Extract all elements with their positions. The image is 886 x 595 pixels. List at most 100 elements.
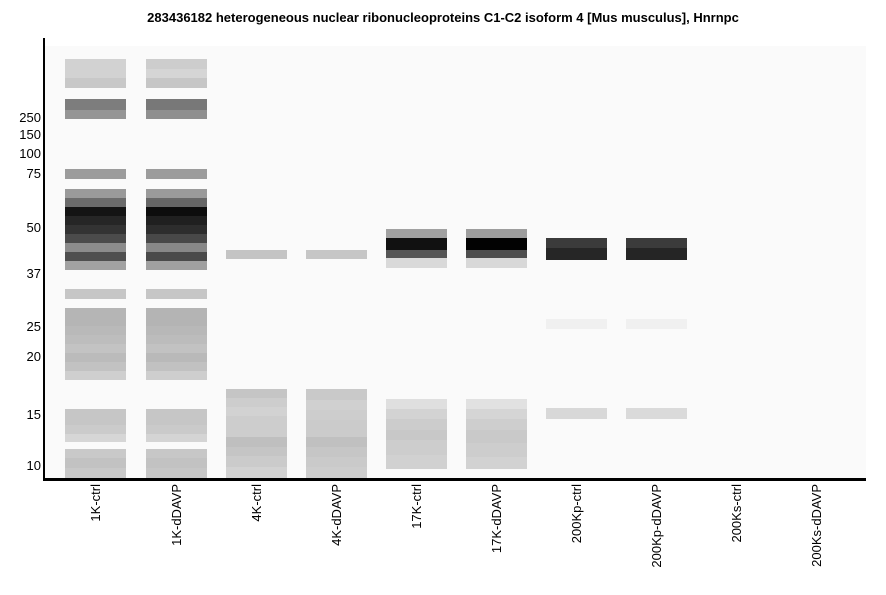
x-tick-label: 1K-dDAVP (168, 484, 184, 546)
gel-band (65, 252, 126, 261)
gel-band (146, 207, 207, 216)
gel-band (386, 409, 447, 419)
gel-band (386, 238, 447, 250)
y-tick-label: 10 (26, 458, 41, 473)
gel-band (65, 362, 126, 371)
gel-band (226, 250, 287, 259)
gel-band (146, 243, 207, 252)
gel-band (386, 440, 447, 455)
gel-band (65, 189, 126, 198)
gel-band (146, 308, 207, 326)
x-tick-label: 200Ks-ctrl (728, 484, 744, 543)
gel-band (306, 420, 367, 437)
gel-band (626, 408, 687, 419)
gel-band (386, 430, 447, 440)
gel-band (226, 407, 287, 416)
gel-band (466, 443, 527, 457)
gel-band (306, 389, 367, 400)
x-tick-label: 200Kp-ctrl (568, 484, 584, 544)
gel-band (65, 326, 126, 335)
gel-band (546, 248, 607, 260)
y-tick-label: 50 (26, 220, 41, 235)
x-tick-label: 17K-ctrl (408, 484, 424, 529)
gel-band (466, 229, 527, 238)
gel-band (466, 419, 527, 430)
gel-band (466, 250, 527, 258)
gel-band (226, 416, 287, 437)
gel-band (386, 455, 447, 469)
gel-band (146, 110, 207, 119)
y-tick-label: 37 (26, 266, 41, 281)
gel-band (306, 410, 367, 420)
x-tick-label: 200Ks-dDAVP (808, 484, 824, 567)
gel-band (146, 458, 207, 468)
gel-band (306, 437, 367, 447)
gel-band (386, 229, 447, 238)
gel-band (146, 468, 207, 478)
y-axis-line (43, 38, 45, 481)
gel-band (146, 169, 207, 179)
gel-band (626, 319, 687, 329)
gel-band (466, 399, 527, 409)
gel-band (466, 238, 527, 250)
gel-band (146, 425, 207, 434)
gel-band (146, 289, 207, 299)
y-tick-label: 150 (19, 127, 41, 142)
gel-band (386, 258, 447, 268)
y-tick-label: 25 (26, 319, 41, 334)
x-axis-line (43, 478, 866, 481)
gel-band (546, 238, 607, 248)
gel-band (65, 99, 126, 110)
gel-band (466, 430, 527, 443)
gel-band (626, 238, 687, 248)
gel-band (146, 326, 207, 335)
gel-band (146, 261, 207, 270)
gel-band (146, 69, 207, 78)
gel-band (466, 409, 527, 419)
chart-title: 283436182 heterogeneous nuclear ribonucl… (147, 10, 739, 25)
gel-band (546, 319, 607, 329)
gel-band (466, 457, 527, 469)
gel-band (65, 371, 126, 380)
gel-band (226, 447, 287, 456)
gel-band (306, 457, 367, 467)
x-tick-label: 17K-dDAVP (488, 484, 504, 554)
gel-band (146, 216, 207, 225)
gel-band (146, 59, 207, 69)
gel-band (65, 78, 126, 88)
gel-band (386, 419, 447, 430)
gel-band (65, 243, 126, 252)
gel-band (146, 371, 207, 380)
gel-band (65, 468, 126, 478)
gel-band (226, 467, 287, 478)
gel-band (226, 389, 287, 398)
gel-band (65, 110, 126, 119)
y-tick-label: 20 (26, 349, 41, 364)
gel-band (626, 248, 687, 260)
gel-band (306, 447, 367, 457)
y-tick-label: 100 (19, 146, 41, 161)
gel-band (146, 434, 207, 442)
gel-band (65, 449, 126, 458)
gel-band (226, 398, 287, 407)
gel-band (306, 467, 367, 478)
y-tick-label: 15 (26, 407, 41, 422)
gel-band (146, 353, 207, 362)
gel-band (146, 252, 207, 261)
x-tick-label: 4K-dDAVP (328, 484, 344, 546)
gel-band (226, 456, 287, 467)
gel-band (65, 216, 126, 225)
y-tick-label: 75 (26, 166, 41, 181)
x-tick-label: 200Kp-dDAVP (648, 484, 664, 568)
gel-band (65, 207, 126, 216)
gel-band (386, 250, 447, 258)
y-tick-label: 250 (19, 110, 41, 125)
gel-band (546, 408, 607, 419)
gel-band (146, 225, 207, 234)
gel-band (65, 458, 126, 468)
gel-band (65, 344, 126, 353)
gel-band (146, 189, 207, 198)
gel-band (146, 335, 207, 344)
gel-band (146, 449, 207, 458)
